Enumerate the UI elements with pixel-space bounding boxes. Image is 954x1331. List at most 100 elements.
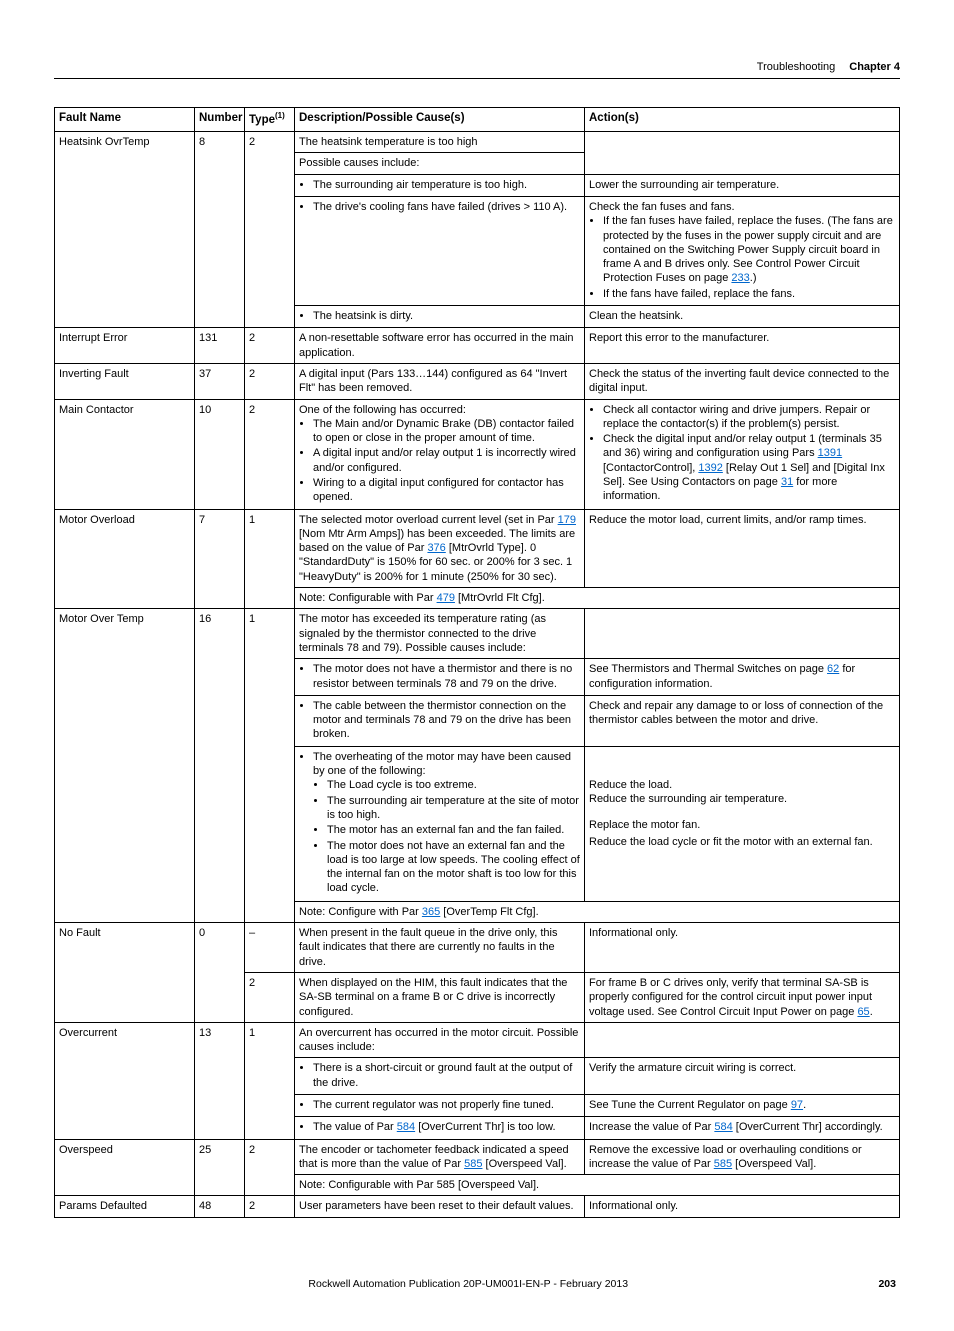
table-row: Main Contactor 10 2 One of the following…	[55, 399, 900, 509]
table-row: Overspeed 25 2 The encoder or tachometer…	[55, 1139, 900, 1175]
desc-cell: The drive's cooling fans have failed (dr…	[295, 196, 585, 305]
table-header-row: Fault Name Number Type(1) Description/Po…	[55, 108, 900, 132]
col-actions: Action(s)	[585, 108, 900, 132]
page-link[interactable]: 62	[827, 663, 839, 675]
action-cell: Check the fan fuses and fans. If the fan…	[585, 196, 900, 305]
page-link[interactable]: 65	[857, 1006, 869, 1018]
note-cell: Note: Configurable with Par 479 [MtrOvrl…	[295, 588, 900, 609]
par-link[interactable]: 584	[714, 1121, 732, 1133]
table-row: Params Defaulted 48 2 User parameters ha…	[55, 1196, 900, 1217]
number-cell: 37	[195, 363, 245, 399]
desc-cell: The heatsink is dirty.	[295, 306, 585, 328]
desc-cell: The surrounding air temperature is too h…	[295, 174, 585, 196]
type-cell: 2	[245, 328, 295, 364]
desc-cell: There is a short-circuit or ground fault…	[295, 1058, 585, 1095]
publication-label: Rockwell Automation Publication 20P-UM00…	[308, 1278, 628, 1292]
par-link[interactable]: 479	[437, 592, 455, 604]
desc-cell: User parameters have been reset to their…	[295, 1196, 585, 1217]
action-cell: Report this error to the manufacturer.	[585, 328, 900, 364]
par-link[interactable]: 585	[464, 1158, 482, 1170]
col-description: Description/Possible Cause(s)	[295, 108, 585, 132]
number-cell: 10	[195, 399, 245, 509]
par-link[interactable]: 585	[714, 1158, 732, 1170]
col-number: Number	[195, 108, 245, 132]
number-cell: 48	[195, 1196, 245, 1217]
fault-name-cell: Main Contactor	[55, 399, 195, 509]
desc-cell: The motor does not have a thermistor and…	[295, 659, 585, 696]
desc-cell: A non-resettable software error has occu…	[295, 328, 585, 364]
action-cell	[585, 132, 900, 175]
page-footer: Rockwell Automation Publication 20P-UM00…	[54, 1278, 900, 1292]
par-link[interactable]: 1392	[698, 462, 722, 474]
action-cell: Reduce the motor load, current limits, a…	[585, 509, 900, 587]
action-cell: Informational only.	[585, 1196, 900, 1217]
par-link[interactable]: 1391	[818, 447, 842, 459]
desc-cell: The motor has exceeded its temperature r…	[295, 609, 585, 659]
number-cell: 13	[195, 1022, 245, 1139]
fault-name-cell: Overcurrent	[55, 1022, 195, 1139]
type-cell: 2	[245, 1196, 295, 1217]
table-row: Motor Overload 7 1 The selected motor ov…	[55, 509, 900, 587]
table-row: Motor Over Temp 16 1 The motor has excee…	[55, 609, 900, 659]
desc-cell: The selected motor overload current leve…	[295, 509, 585, 587]
page-link[interactable]: 31	[781, 476, 793, 488]
par-link[interactable]: 179	[558, 514, 576, 526]
note-cell: Note: Configure with Par 365 [OverTemp F…	[295, 901, 900, 922]
fault-name-cell: Interrupt Error	[55, 328, 195, 364]
type-cell: 1	[245, 1022, 295, 1139]
col-fault-name: Fault Name	[55, 108, 195, 132]
type-cell: –	[245, 923, 295, 973]
desc-cell: The heatsink temperature is too high	[295, 132, 585, 153]
par-link[interactable]: 365	[422, 906, 440, 918]
action-cell	[585, 1022, 900, 1058]
par-link[interactable]: 376	[427, 542, 445, 554]
type-cell: 2	[245, 972, 295, 1022]
type-cell: 1	[245, 609, 295, 923]
table-row: Inverting Fault 37 2 A digital input (Pa…	[55, 363, 900, 399]
fault-name-cell: Heatsink OvrTemp	[55, 132, 195, 328]
page-link[interactable]: 97	[791, 1099, 803, 1111]
number-cell: 25	[195, 1139, 245, 1196]
desc-cell: Possible causes include:	[295, 153, 585, 174]
action-cell: For frame B or C drives only, verify tha…	[585, 972, 900, 1022]
desc-cell: An overcurrent has occurred in the motor…	[295, 1022, 585, 1058]
type-cell: 2	[245, 132, 295, 328]
number-cell: 131	[195, 328, 245, 364]
fault-table: Fault Name Number Type(1) Description/Po…	[54, 107, 900, 1217]
action-cell: Reduce the load. Reduce the surrounding …	[585, 746, 900, 901]
action-cell: Check all contactor wiring and drive jum…	[585, 399, 900, 509]
table-row: Heatsink OvrTemp 8 2 The heatsink temper…	[55, 132, 900, 153]
type-cell: 1	[245, 509, 295, 609]
table-row: No Fault 0 – When present in the fault q…	[55, 923, 900, 973]
desc-cell: When displayed on the HIM, this fault in…	[295, 972, 585, 1022]
page-header: Troubleshooting Chapter 4	[54, 60, 900, 79]
action-cell: Clean the heatsink.	[585, 306, 900, 328]
chapter-label: Chapter 4	[849, 60, 900, 74]
action-cell	[585, 609, 900, 659]
page-number: 203	[878, 1278, 896, 1292]
number-cell: 16	[195, 609, 245, 923]
action-cell: Lower the surrounding air temperature.	[585, 174, 900, 196]
note-cell: Note: Configurable with Par 585 [Overspe…	[295, 1175, 900, 1196]
action-cell: See Tune the Current Regulator on page 9…	[585, 1094, 900, 1116]
desc-cell: The current regulator was not properly f…	[295, 1094, 585, 1116]
action-cell: Remove the excessive load or overhauling…	[585, 1139, 900, 1175]
fault-name-cell: Params Defaulted	[55, 1196, 195, 1217]
page-link[interactable]: 233	[731, 272, 749, 284]
number-cell: 8	[195, 132, 245, 328]
action-cell: See Thermistors and Thermal Switches on …	[585, 659, 900, 696]
table-row: Interrupt Error 131 2 A non-resettable s…	[55, 328, 900, 364]
type-cell: 2	[245, 1139, 295, 1196]
desc-cell: When present in the fault queue in the d…	[295, 923, 585, 973]
par-link[interactable]: 584	[397, 1121, 415, 1133]
fault-name-cell: Overspeed	[55, 1139, 195, 1196]
action-cell: Informational only.	[585, 923, 900, 973]
desc-cell: The value of Par 584 [OverCurrent Thr] i…	[295, 1117, 585, 1139]
table-row: Overcurrent 13 1 An overcurrent has occu…	[55, 1022, 900, 1058]
fault-name-cell: No Fault	[55, 923, 195, 1023]
action-cell: Check the status of the inverting fault …	[585, 363, 900, 399]
desc-cell: The overheating of the motor may have be…	[295, 746, 585, 901]
desc-cell: The cable between the thermistor connect…	[295, 695, 585, 746]
desc-cell: A digital input (Pars 133…144) configure…	[295, 363, 585, 399]
number-cell: 0	[195, 923, 245, 1023]
